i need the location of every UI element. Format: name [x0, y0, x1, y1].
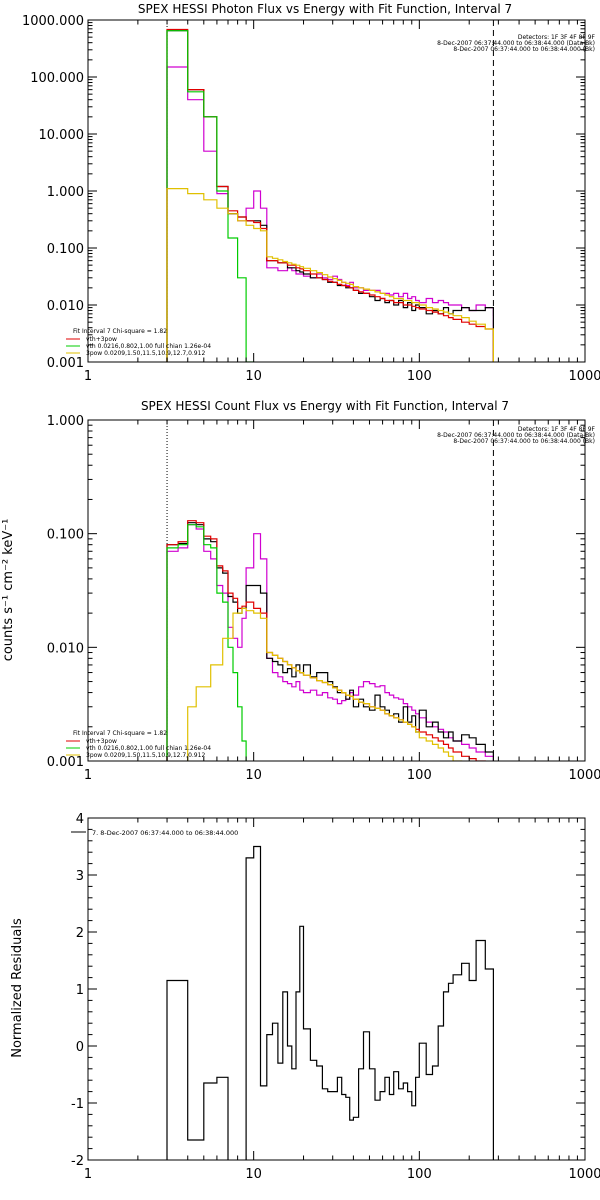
- plot-frame: [87, 19, 586, 363]
- series-3pow-line: [166, 188, 494, 362]
- x-tick-label: 1: [84, 369, 92, 384]
- x-tick-label: 1000: [568, 1167, 600, 1182]
- residuals-plot: 1 10 100 1000 -2 -1 0 1 2 3 4: [71, 812, 600, 1182]
- x-tick-label: 100: [407, 1167, 432, 1182]
- y-tick-label: 2: [76, 926, 84, 941]
- x-tick-label: 1000: [568, 369, 600, 384]
- series-bk-line: [166, 524, 494, 761]
- series-residual-line: [166, 845, 494, 1160]
- y-tick-label: 0.001: [47, 755, 84, 770]
- x-tick-label: 1: [84, 768, 92, 783]
- count-header-detectors: Detectors: 1F 3F 4F 8F 9F: [518, 426, 596, 433]
- x-tick-label: 1: [84, 1167, 92, 1182]
- series-data-bk-line: [166, 522, 494, 761]
- y-tick-label: 0.100: [47, 242, 84, 257]
- y-tick-label: 100.000: [30, 71, 84, 86]
- y-tick-label: 10.000: [39, 128, 85, 143]
- y-tick-label: 3: [76, 869, 84, 884]
- x-tick-label: 100: [407, 768, 432, 783]
- series-group: [166, 28, 494, 362]
- y-tick-label: 0.100: [47, 528, 84, 543]
- count-legend-fit: Fit Interval 7 Chi-square = 1.82: [73, 730, 167, 737]
- count-flux-panel: SPEX HESSI Count Flux vs Energy with Fit…: [1, 399, 600, 783]
- count-flux-ylabel: counts s⁻¹ cm⁻² keV⁻¹: [1, 519, 16, 662]
- residuals-panel: 1 10 100 1000 -2 -1 0 1 2 3 4 Normalized Residuals…: [10, 812, 600, 1182]
- y-tick-label: -2: [71, 1154, 84, 1169]
- y-tick-label: 1000.000: [22, 14, 84, 29]
- x-tick-label: 10: [245, 1167, 262, 1182]
- y-tick-label: -1: [71, 1097, 84, 1112]
- series-vth-line: [166, 524, 247, 761]
- series-vth-3pow-line: [166, 520, 486, 761]
- photon-flux-title: SPEX HESSI Photon Flux vs Energy with Fi…: [138, 2, 512, 16]
- photon-legend-vth3pow: vth+3pow: [86, 336, 117, 343]
- series-vth-3pow-line: [166, 28, 494, 362]
- count-legend-vth: vth 0.0216,0.802,1.00 full chian 1.26e-0…: [86, 745, 211, 752]
- y-tick-label: 0.010: [47, 641, 84, 656]
- x-tick-label: 10: [245, 768, 262, 783]
- y-tick-label: 4: [76, 812, 84, 827]
- y-tick-label: 0: [76, 1040, 84, 1055]
- photon-flux-plot: 1 10 100 1000 0.001 0.010 0.100 1.000 10.000 100.…: [22, 14, 600, 384]
- series-group: [166, 520, 494, 761]
- y-tick-label: 1: [76, 983, 84, 998]
- photon-header-bk: 8-Dec-2007 06:37:44.000 to 06:38:44.000 …: [453, 46, 595, 53]
- x-tick-label: 1000: [568, 768, 600, 783]
- residuals-legend-text: 7. 8-Dec-2007 06:37:44.000 to 06:38:44.0…: [92, 829, 238, 837]
- photon-flux-panel: SPEX HESSI Photon Flux vs Energy with Fi…: [22, 2, 600, 384]
- count-header-data: 8-Dec-2007 06:37:44.000 to 06:38:44.000 …: [437, 432, 595, 439]
- series-3pow-line: [187, 607, 463, 761]
- photon-legend-fit: Fit Interval 7 Chi-square = 1.82: [73, 328, 167, 335]
- series-group: [166, 845, 494, 1160]
- count-header-bk: 8-Dec-2007 06:37:44.000 to 06:38:44.000 …: [453, 438, 595, 445]
- plot-frame: [87, 419, 586, 762]
- x-tick-label: 10: [245, 369, 262, 384]
- series-vth-line: [166, 30, 255, 362]
- photon-header-data: 8-Dec-2007 06:37:44.000 to 06:38:44.000 …: [437, 40, 595, 47]
- residuals-ylabel: Normalized Residuals: [10, 918, 25, 1058]
- x-tick-label: 100: [407, 369, 432, 384]
- photon-header-detectors: Detectors: 1F 3F 4F 8F 9F: [518, 34, 596, 41]
- plot-frame: [87, 817, 586, 1161]
- count-legend-3pow: 3pow 0.0209,1.50,11.5,10.9,12.7,0.912: [86, 752, 205, 759]
- count-flux-title: SPEX HESSI Count Flux vs Energy with Fit…: [141, 399, 509, 413]
- series-bk-line: [166, 66, 494, 362]
- series-data-bk-line: [166, 30, 494, 362]
- y-tick-label: 1.000: [47, 414, 84, 429]
- photon-legend-vth: vth 0.0216,0.802,1.00 full chian 1.26e-0…: [86, 343, 211, 350]
- y-tick-label: 0.001: [47, 356, 84, 371]
- y-tick-label: 1.000: [47, 185, 84, 200]
- y-tick-label: 0.010: [47, 299, 84, 314]
- photon-legend-3pow: 3pow 0.0209,1.50,11.5,10.9,12.7,0.912: [86, 350, 205, 357]
- count-flux-plot: 1 10 100 1000 0.001 0.010 0.100 1.000: [47, 414, 600, 783]
- count-legend-vth3pow: vth+3pow: [86, 738, 117, 745]
